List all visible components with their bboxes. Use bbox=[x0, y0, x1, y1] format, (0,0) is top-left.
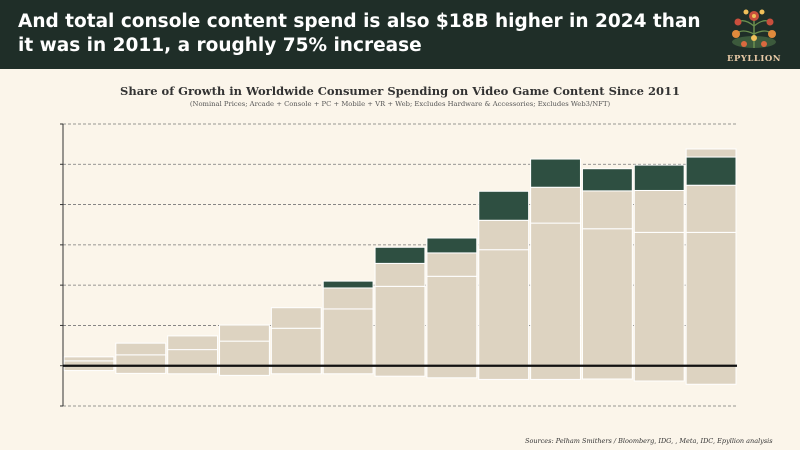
bar-segment-negative bbox=[581, 365, 633, 380]
source-note: Sources: Pelham Smithers / Bloomberg, ID… bbox=[525, 437, 773, 445]
bar-segment-negative bbox=[478, 365, 530, 380]
bar-segment bbox=[115, 354, 167, 367]
bar-segment bbox=[374, 262, 426, 287]
bar-segment-console bbox=[530, 158, 581, 188]
bar-segment bbox=[478, 219, 530, 251]
bar-segment-negative bbox=[322, 365, 374, 375]
chart-title: Share of Growth in Worldwide Consumer Sp… bbox=[120, 84, 680, 98]
bar-segment bbox=[530, 222, 581, 367]
bar-segment-negative bbox=[633, 365, 685, 382]
bar-segment bbox=[374, 285, 426, 367]
bar-segment bbox=[322, 287, 374, 310]
bar-segment bbox=[167, 349, 219, 367]
bar-segment-negative bbox=[270, 365, 322, 375]
bar-segment-negative bbox=[374, 365, 426, 377]
bar-segment bbox=[478, 249, 530, 367]
bar-segment bbox=[581, 190, 633, 230]
bar-segment-negative bbox=[167, 365, 219, 375]
bar-segment-console bbox=[581, 168, 633, 192]
bar-segment-console bbox=[426, 237, 478, 254]
headline: And total console content spend is also … bbox=[18, 11, 701, 56]
bar-segment bbox=[685, 148, 737, 158]
bar-segment-console bbox=[322, 280, 374, 289]
bar-segment bbox=[426, 252, 478, 277]
bar-segment bbox=[270, 307, 322, 329]
bar-segment bbox=[270, 327, 322, 367]
bar-segment bbox=[219, 340, 270, 367]
bar-segment bbox=[685, 231, 737, 367]
header-bar: And total console content spend is also … bbox=[0, 0, 800, 69]
bar-segment-negative bbox=[426, 365, 478, 379]
bar-segment-negative bbox=[219, 365, 270, 376]
bar-segment-console bbox=[633, 164, 685, 191]
floral-emblem-icon bbox=[732, 9, 776, 48]
bar-segment-negative bbox=[685, 365, 737, 385]
bar-segment bbox=[322, 308, 374, 367]
logo-wordmark: EPYLLION bbox=[726, 54, 782, 64]
bar-segment bbox=[115, 342, 167, 356]
bar-segment bbox=[581, 228, 633, 367]
bar-segment bbox=[167, 335, 219, 351]
bar-segment-console bbox=[685, 156, 737, 186]
bar-segment bbox=[685, 184, 737, 233]
bar-segment bbox=[530, 186, 581, 224]
chart-subtitle: (Nominal Prices; Arcade + Console + PC +… bbox=[189, 100, 611, 108]
bar-segment-console bbox=[478, 190, 530, 221]
bar-segment bbox=[63, 356, 115, 362]
bar-segment bbox=[633, 189, 685, 233]
bar-segment-negative bbox=[115, 365, 167, 374]
bar-segment-console bbox=[374, 246, 426, 264]
epyllion-logo: EPYLLION bbox=[722, 4, 786, 66]
bar-segment-negative bbox=[530, 365, 581, 380]
bar-segment bbox=[219, 324, 270, 342]
bar-segment bbox=[633, 231, 685, 367]
bar-segment bbox=[426, 275, 478, 367]
